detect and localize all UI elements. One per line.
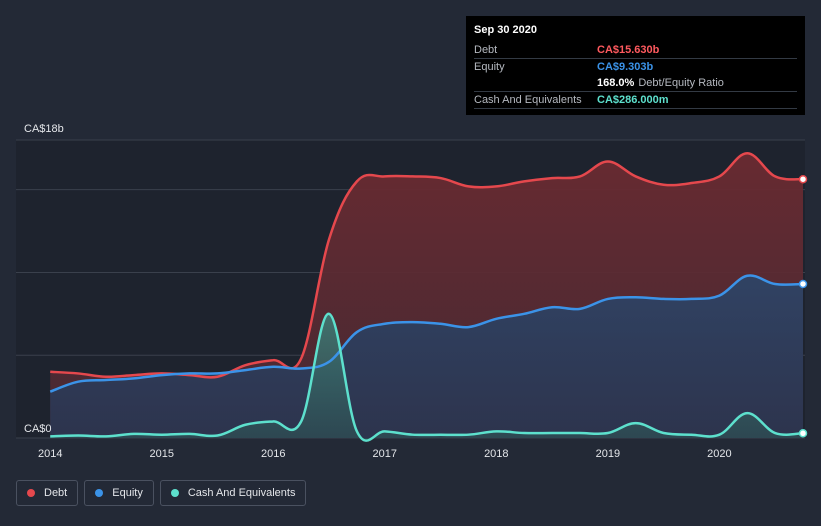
- tooltip-row-debt: Debt CA$15.630b: [474, 42, 797, 59]
- x-tick-label: 2020: [707, 448, 731, 460]
- tooltip-ratio-value: 168.0%: [597, 77, 635, 89]
- tooltip-equity-label: Equity: [474, 61, 505, 73]
- debt-swatch-icon: [27, 489, 35, 497]
- equity-line: [49, 274, 804, 393]
- equity-area: [50, 275, 804, 438]
- y-tick-label-min: CA$0: [24, 423, 52, 435]
- legend-item-cash[interactable]: Cash And Equivalents: [159, 480, 307, 506]
- legend-equity-label: Equity: [112, 487, 143, 499]
- x-tick-label: 2014: [38, 448, 62, 460]
- x-tick-label: 2018: [484, 448, 508, 460]
- tooltip-debt-value: CA$15.630b: [597, 44, 660, 56]
- legend-cash-label: Cash And Equivalents: [187, 487, 296, 499]
- equity-end-point: [798, 279, 808, 289]
- tooltip-date: Sep 30 2020: [474, 24, 537, 36]
- cash-line: [50, 312, 804, 442]
- series-end-markers: [798, 174, 808, 438]
- y-tick-label-max: CA$18b: [24, 123, 64, 135]
- tooltip-row-equity: Equity CA$9.303b: [474, 59, 797, 75]
- tooltip-debt-label: Debt: [474, 44, 498, 56]
- legend-item-debt[interactable]: Debt: [16, 480, 79, 506]
- legend-debt-label: Debt: [44, 487, 68, 499]
- tooltip-row-ratio: 168.0% Debt/Equity Ratio: [474, 75, 797, 92]
- tooltip-cash-label: Cash And Equivalents: [474, 94, 582, 106]
- tooltip-ratio-label: Debt/Equity Ratio: [638, 77, 724, 89]
- y-axis-ticks: CA$18b CA$0: [24, 123, 64, 435]
- cash-swatch-icon: [170, 489, 179, 497]
- legend-item-equity[interactable]: Equity: [84, 480, 154, 506]
- x-tick-label: 2015: [150, 448, 174, 460]
- tooltip-cash-value: CA$286.000m: [597, 94, 669, 106]
- series-lines: [49, 151, 804, 442]
- x-tick-label: 2019: [596, 448, 620, 460]
- x-tick-label: 2017: [373, 448, 397, 460]
- debt-end-point: [798, 174, 808, 184]
- cash-end-point: [798, 429, 808, 438]
- tooltip-equity-value: CA$9.303b: [597, 61, 654, 73]
- chart-legend: Debt Equity Cash And Equivalents: [16, 480, 307, 506]
- equity-swatch-icon: [95, 489, 104, 497]
- tooltip-panel: Sep 30 2020 Debt CA$15.630b Equity CA$9.…: [466, 16, 805, 115]
- x-axis-ticks: 2014 2015 2016 2017 2018 2019 2020: [38, 448, 732, 460]
- x-tick-label: 2016: [261, 448, 285, 460]
- tooltip-row-cash: Cash And Equivalents CA$286.000m: [474, 92, 797, 109]
- series-areas: [50, 153, 804, 441]
